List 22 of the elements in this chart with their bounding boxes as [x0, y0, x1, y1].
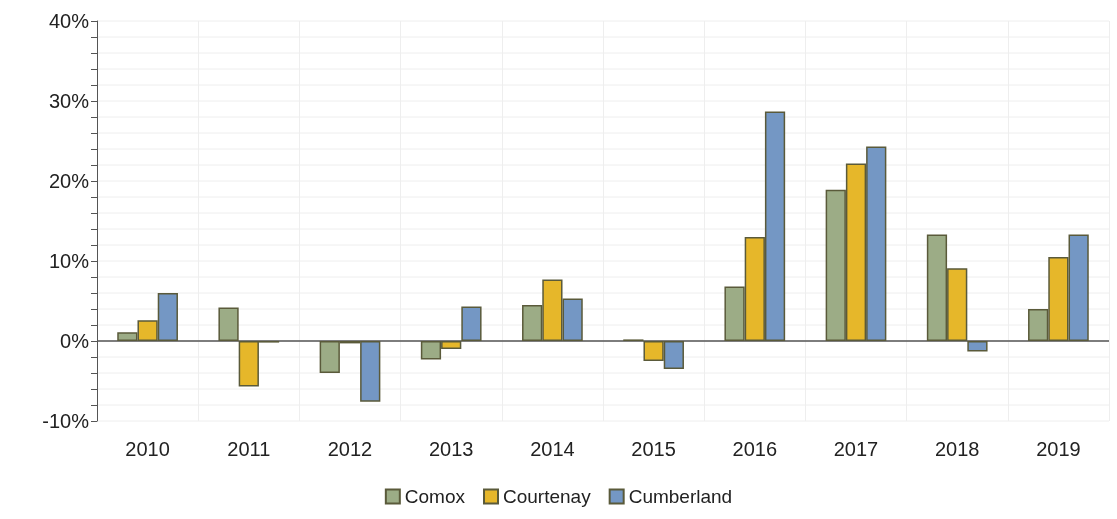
x-tick-label: 2014	[530, 438, 575, 460]
legend-label: Cumberland	[628, 486, 733, 507]
legend-label: Courtenay	[503, 486, 592, 507]
legend-label: Comox	[404, 486, 466, 507]
y-tick-label: 40%	[48, 10, 90, 32]
y-tick-label: 20%	[48, 170, 90, 192]
y-tick-label: 0%	[60, 330, 90, 352]
y-tick-label: -10%	[42, 410, 90, 432]
x-tick-label: 2012	[327, 438, 373, 460]
bar	[218, 307, 239, 341]
y-tick-label: 10%	[48, 250, 90, 272]
y-tick-label: 30%	[48, 90, 90, 112]
x-tick-label: 2011	[227, 438, 271, 460]
x-tick-label: 2017	[833, 438, 879, 460]
x-tick-label: 2018	[934, 438, 980, 460]
x-tick-label: 2010	[125, 438, 170, 460]
bar	[967, 341, 988, 352]
x-tick-label: 2016	[732, 438, 778, 460]
x-tick-label: 2019	[1036, 438, 1081, 460]
bar	[461, 306, 482, 341]
x-tick-label: 2013	[428, 438, 474, 460]
x-tick-label: 2015	[631, 438, 676, 460]
